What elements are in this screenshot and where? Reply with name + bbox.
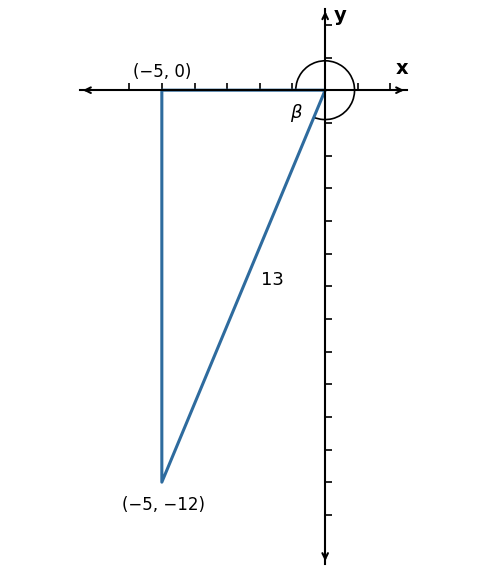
Text: (−5, 0): (−5, 0)	[132, 63, 191, 81]
Text: x: x	[395, 60, 408, 78]
Text: 13: 13	[262, 270, 284, 289]
Text: (−5, −12): (−5, −12)	[122, 496, 205, 514]
Text: β: β	[290, 104, 301, 122]
Text: y: y	[334, 6, 346, 24]
